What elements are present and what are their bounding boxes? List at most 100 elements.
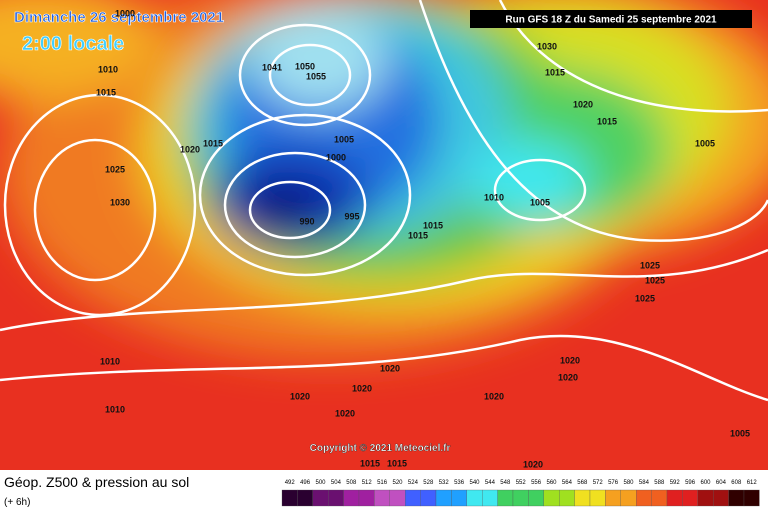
- legend-label: 556: [531, 480, 542, 486]
- isobar-label: 1015: [203, 138, 223, 148]
- isobar-label: 1015: [597, 116, 617, 126]
- isobar-label: 1010: [484, 192, 504, 202]
- isobar-label: 1020: [573, 99, 593, 109]
- isobar-label: 1055: [306, 71, 326, 81]
- legend-label: 612: [747, 480, 758, 486]
- legend-label: 596: [685, 480, 696, 486]
- isobar-label: 1005: [530, 197, 550, 207]
- legend-swatch: [281, 489, 298, 507]
- isobar-label: 1015: [408, 230, 428, 240]
- isobar-label: 1020: [335, 408, 355, 418]
- legend-label: 580: [623, 480, 634, 486]
- isobar-label: 1015: [545, 67, 565, 77]
- isobar-label: 1005: [334, 134, 354, 144]
- legend-label: 496: [300, 480, 311, 486]
- isobar-label: 1020: [352, 383, 372, 393]
- isobar-label: 1020: [523, 459, 543, 469]
- legend-swatch: [728, 489, 745, 507]
- legend-label: 584: [639, 480, 650, 486]
- legend-label: 564: [562, 480, 573, 486]
- isobar-label: 1025: [105, 164, 125, 174]
- isobar-label: 990: [299, 216, 314, 226]
- isobar-label: 1015: [96, 87, 116, 97]
- legend-label: 504: [331, 480, 342, 486]
- isobar-label: 1025: [640, 260, 660, 270]
- date-title: Dimanche 26 septembre 2021: [14, 9, 224, 26]
- legend-swatch: [451, 489, 467, 507]
- legend-swatch: [435, 489, 452, 507]
- run-banner: [470, 10, 752, 28]
- legend-swatch: [636, 489, 652, 507]
- legend-label: 560: [546, 480, 557, 486]
- legend-swatch: [682, 489, 698, 507]
- isobar-label: 1020: [558, 372, 578, 382]
- isobar-label: 1020: [180, 144, 200, 154]
- footer-title: Géop. Z500 & pression au sol: [4, 474, 189, 490]
- legend-label: 552: [516, 480, 527, 486]
- isobar-label: 1015: [387, 458, 407, 468]
- legend-swatch: [651, 489, 668, 507]
- legend-label: 568: [577, 480, 588, 486]
- legend-label: 512: [362, 480, 373, 486]
- legend-label: 540: [469, 480, 480, 486]
- legend-label: 608: [731, 480, 742, 486]
- legend-swatch: [343, 489, 360, 507]
- legend-label: 532: [439, 480, 450, 486]
- legend-label: 520: [392, 480, 403, 486]
- legend-swatch: [605, 489, 621, 507]
- isobar-label: 1000: [326, 152, 346, 162]
- isobar-label: 1000: [115, 8, 135, 18]
- legend-swatch: [589, 489, 606, 507]
- legend-swatch: [358, 489, 375, 507]
- local-time: 2:00 locale: [22, 33, 124, 55]
- isobar-label: 1020: [560, 355, 580, 365]
- legend-swatch: [297, 489, 313, 507]
- legend-swatch: [389, 489, 406, 507]
- legend-label: 516: [377, 480, 388, 486]
- legend-label: 528: [423, 480, 434, 486]
- isobar-label: 995: [344, 211, 359, 221]
- legend-swatch: [697, 489, 714, 507]
- legend-swatch: [420, 489, 437, 507]
- isobar-label: 1041: [262, 62, 282, 72]
- legend-swatch: [574, 489, 591, 507]
- legend-label: 548: [500, 480, 511, 486]
- isobar-label: 1005: [730, 428, 750, 438]
- isobar-label: 1030: [537, 41, 557, 51]
- legend-swatch: [512, 489, 529, 507]
- legend-label: 604: [716, 480, 727, 486]
- legend-label: 536: [454, 480, 465, 486]
- color-legend: 492 496 500 504 508 512 516 520 524 528 532 536 540 5…: [281, 480, 760, 507]
- legend-label: 600: [700, 480, 711, 486]
- legend-swatch: [374, 489, 390, 507]
- legend-swatch: [543, 489, 560, 507]
- legend-label: 592: [670, 480, 681, 486]
- legend-label: 508: [346, 480, 357, 486]
- legend-swatch: [328, 489, 344, 507]
- isobar-label: 1005: [695, 138, 715, 148]
- isobar-label: 1010: [100, 356, 120, 366]
- isobar-label: 1020: [290, 391, 310, 401]
- geopotential-field: [0, 0, 768, 470]
- footer-subtitle: (+ 6h): [4, 497, 30, 508]
- isobars: [0, 0, 768, 402]
- isobar-label: 1025: [645, 275, 665, 285]
- isobar-label: 1025: [635, 293, 655, 303]
- legend-swatch: [713, 489, 729, 507]
- run-label: Run GFS 18 Z du Samedi 25 septembre 2021: [505, 15, 717, 26]
- legend-swatch: [497, 489, 514, 507]
- legend-swatch: [528, 489, 544, 507]
- legend-label: 500: [315, 480, 326, 486]
- legend-swatch: [666, 489, 683, 507]
- legend-swatch: [312, 489, 329, 507]
- legend-label: 524: [408, 480, 419, 486]
- isobar-label: 1030: [110, 197, 130, 207]
- legend-swatch: [466, 489, 483, 507]
- isobar-label: 1010: [98, 64, 118, 74]
- isobar-label: 1015: [423, 220, 443, 230]
- isobar-label: 1020: [484, 391, 504, 401]
- legend-swatch: [559, 489, 575, 507]
- isobar-label: 1010: [105, 404, 125, 414]
- legend-label: 588: [654, 480, 665, 486]
